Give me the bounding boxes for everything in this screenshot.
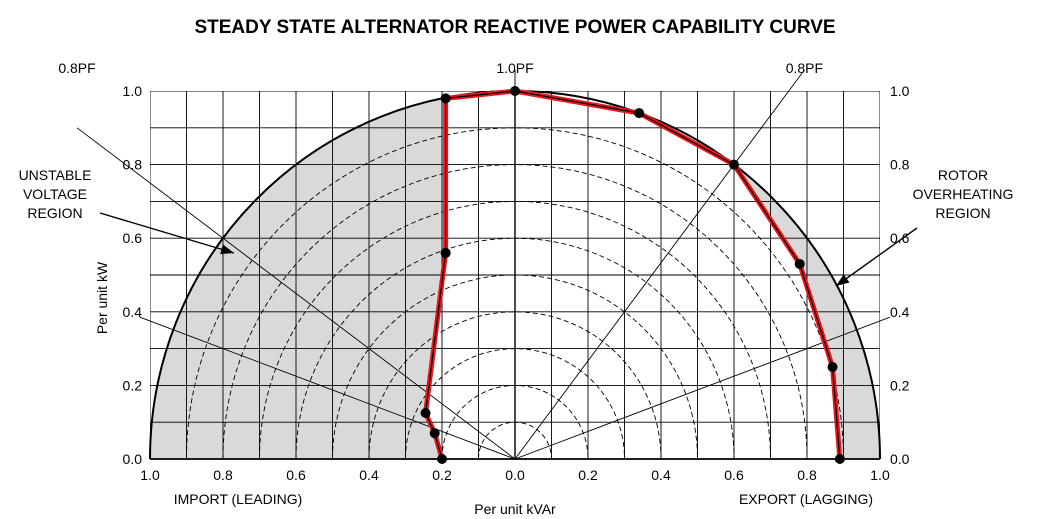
pf-label: 1.0PF bbox=[496, 60, 533, 76]
chart-title: STEADY STATE ALTERNATOR REACTIVE POWER C… bbox=[194, 17, 835, 38]
curve-point bbox=[794, 258, 805, 269]
power-factor-labels: 0.8PF 1.0PF 0.8PF bbox=[58, 60, 823, 76]
overheating-region-label-line: ROTOR bbox=[938, 167, 988, 183]
region-arrows bbox=[99, 212, 918, 287]
y-tick-label: 0.6 bbox=[123, 230, 143, 246]
pf-line bbox=[514, 316, 891, 460]
arrow-shaft bbox=[99, 212, 235, 254]
pf-line bbox=[139, 316, 516, 460]
curve-point bbox=[440, 247, 451, 258]
region-labels: UNSTABLE VOLTAGE REGION ROTOR OVERHEATING REG… bbox=[19, 167, 1014, 221]
unstable-region-label-line: UNSTABLE bbox=[19, 167, 92, 183]
overheating-region-label-line: REGION bbox=[935, 205, 990, 221]
unstable-voltage-region bbox=[150, 97, 446, 459]
x-tick-label: 1.0 bbox=[140, 467, 160, 483]
y-tick-label: 0.8 bbox=[890, 157, 910, 173]
pf-line bbox=[76, 127, 516, 460]
arrow-shaft bbox=[835, 227, 918, 287]
concentric-circle bbox=[332, 274, 698, 459]
y-tick-label: 0.0 bbox=[890, 451, 910, 467]
y-tick-label: 1.0 bbox=[890, 83, 910, 99]
y-tick-label: 0.4 bbox=[123, 304, 143, 320]
unstable-region-label-line: REGION bbox=[27, 205, 82, 221]
x-left-label: IMPORT (LEADING) bbox=[174, 491, 303, 507]
x-tick-label: 0.4 bbox=[651, 467, 671, 483]
curve-point bbox=[729, 159, 739, 170]
x-tick-label: 0.8 bbox=[213, 467, 233, 483]
x-tick-label: 1.0 bbox=[870, 467, 890, 483]
arrow-head bbox=[836, 274, 850, 286]
curve-point bbox=[510, 86, 520, 96]
pf-label: 0.8PF bbox=[58, 60, 95, 76]
x-tick-label: 0.6 bbox=[286, 467, 306, 483]
x-tick-label: 0.0 bbox=[505, 467, 525, 483]
y-tick-label: 1.0 bbox=[123, 83, 143, 99]
y-tick-labels-left: 0.0 0.2 0.4 0.6 0.8 1.0 bbox=[123, 83, 143, 467]
curve-point bbox=[634, 108, 645, 119]
pf-label: 0.8PF bbox=[786, 60, 823, 76]
x-right-label: EXPORT (LAGGING) bbox=[739, 491, 873, 507]
curve-point bbox=[440, 93, 451, 104]
arrow-head bbox=[220, 244, 234, 255]
x-tick-label: 0.4 bbox=[359, 467, 379, 483]
y-tick-label: 0.8 bbox=[123, 157, 143, 173]
capability-curve bbox=[420, 86, 845, 464]
concentric-circle bbox=[186, 127, 844, 459]
unstable-region-label-line: VOLTAGE bbox=[23, 186, 87, 202]
curve-point bbox=[437, 454, 447, 464]
x-tick-label: 0.8 bbox=[797, 467, 817, 483]
curve-point bbox=[827, 362, 838, 372]
y-tick-label: 0.2 bbox=[123, 377, 143, 393]
y-tick-label: 0.0 bbox=[123, 451, 143, 467]
pf-line bbox=[514, 69, 805, 460]
curve-point bbox=[834, 454, 845, 464]
x-tick-label: 0.2 bbox=[432, 467, 452, 483]
overheating-region-label-line: OVERHEATING bbox=[913, 186, 1014, 202]
curve-point bbox=[420, 408, 431, 418]
y-tick-labels-right: 0.0 0.2 0.4 0.6 0.8 1.0 bbox=[890, 83, 910, 467]
y-tick-label: 0.2 bbox=[890, 377, 910, 393]
curve-point bbox=[429, 428, 440, 439]
y-tick-label: 0.4 bbox=[890, 304, 910, 320]
x-axis-label: Per unit kVAr bbox=[474, 501, 556, 517]
x-tick-label: 0.2 bbox=[578, 467, 598, 483]
x-tick-labels: 1.0 0.8 0.6 0.4 0.2 0.0 0.2 0.4 0.6 0.8 1.0 bbox=[140, 467, 890, 483]
y-tick-label: 0.6 bbox=[890, 230, 910, 246]
y-axis-label: Per unit kW bbox=[94, 261, 110, 334]
x-tick-label: 0.6 bbox=[724, 467, 744, 483]
